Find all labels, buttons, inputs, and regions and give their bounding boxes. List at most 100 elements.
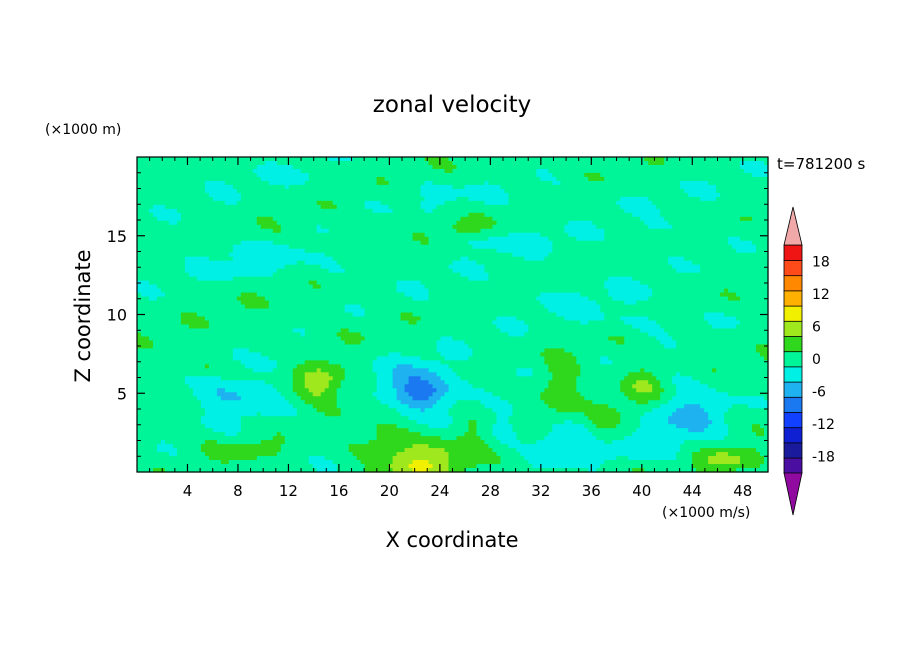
- field-cell: [600, 304, 769, 310]
- field-cell: [292, 388, 310, 393]
- field-cell: [496, 436, 517, 441]
- x-tick-label: 8: [233, 482, 243, 500]
- field-cell: [164, 468, 318, 473]
- field-cell: [676, 408, 705, 413]
- field-cell: [376, 356, 422, 361]
- field-cell: [152, 212, 182, 218]
- field-cell: [756, 432, 765, 437]
- field-cell: [400, 352, 442, 357]
- field-cell: [324, 412, 342, 417]
- field-cell: [388, 464, 410, 469]
- field-cell: [424, 157, 450, 162]
- field-cell: [648, 380, 661, 385]
- field-cell: [300, 396, 338, 401]
- field-cell: [676, 424, 709, 429]
- field-cell: [316, 224, 322, 230]
- field-cell: [308, 388, 326, 393]
- field-cell: [137, 436, 274, 441]
- field-cell: [304, 248, 498, 254]
- field-cell: [196, 276, 234, 282]
- field-cell: [580, 368, 641, 373]
- field-cell: [516, 372, 533, 377]
- y-tick-label: 15: [107, 227, 127, 246]
- field-cell: [508, 332, 525, 338]
- field-cell: [148, 208, 178, 214]
- field-cell: [688, 192, 721, 198]
- field-cell: [588, 468, 597, 473]
- field-cell: [508, 200, 617, 206]
- field-cell: [588, 176, 605, 182]
- field-cell: [756, 244, 769, 250]
- field-cell: [544, 304, 601, 310]
- field-cell: [676, 388, 717, 393]
- field-cell: [160, 288, 398, 294]
- field-cell: [436, 340, 466, 346]
- field-cell: [684, 440, 769, 445]
- field-cell: [516, 448, 681, 453]
- field-cell: [728, 424, 753, 429]
- field-cell: [364, 200, 382, 206]
- field-cell: [137, 204, 154, 210]
- field-cell: [552, 180, 561, 186]
- field-cell: [676, 456, 693, 461]
- field-cell: [456, 164, 741, 170]
- field-cell: [664, 388, 677, 393]
- field-cell: [192, 388, 218, 393]
- field-cell: [492, 448, 517, 453]
- field-cell: [212, 196, 242, 202]
- colorbar-swatch: [783, 244, 803, 261]
- field-cell: [400, 316, 422, 322]
- field-cell: [580, 292, 609, 298]
- field-cell: [420, 408, 426, 413]
- field-cell: [712, 324, 737, 330]
- field-cell: [137, 176, 262, 182]
- field-cell: [728, 240, 753, 246]
- field-cell: [296, 408, 318, 413]
- field-cell: [180, 316, 206, 322]
- field-cell: [432, 384, 450, 389]
- field-cell: [508, 416, 589, 421]
- field-cell: [632, 384, 653, 389]
- x-tick-label: 24: [430, 482, 449, 500]
- field-cell: [137, 160, 266, 166]
- field-cell: [432, 164, 458, 170]
- field-cell: [276, 388, 294, 393]
- field-cell: [344, 304, 362, 310]
- field-cell: [137, 376, 186, 381]
- field-cell: [752, 240, 769, 246]
- colorbar-swatch: [783, 442, 803, 459]
- field-cell: [428, 288, 609, 294]
- field-cell: [728, 452, 761, 457]
- field-cell: [564, 348, 757, 353]
- field-cell: [448, 464, 478, 469]
- field-cell: [344, 368, 374, 373]
- field-cell: [296, 392, 314, 397]
- field-cell: [468, 196, 510, 202]
- field-cell: [372, 208, 394, 214]
- field-cell: [364, 312, 402, 318]
- field-cell: [452, 368, 517, 373]
- field-cell: [148, 280, 310, 286]
- field-cell: [740, 236, 769, 242]
- field-cell: [137, 196, 214, 202]
- field-cell: [412, 396, 430, 401]
- field-cell: [180, 312, 198, 318]
- field-cell: [137, 348, 234, 353]
- field-cell: [304, 180, 378, 186]
- field-cell: [300, 168, 446, 174]
- field-cell: [724, 288, 729, 294]
- field-cell: [140, 332, 302, 338]
- field-cell: [444, 168, 454, 174]
- field-cell: [544, 360, 577, 365]
- y-axis-unit: (×1000 m): [45, 122, 121, 138]
- field-cell: [668, 420, 713, 425]
- field-cell: [488, 444, 510, 449]
- field-cell: [400, 400, 438, 405]
- field-cell: [340, 364, 374, 369]
- field-cell: [412, 236, 430, 242]
- field-cell: [137, 460, 222, 465]
- field-cell: [752, 424, 761, 429]
- field-cell: [352, 452, 398, 457]
- field-cell: [224, 388, 278, 393]
- field-cell: [620, 204, 657, 210]
